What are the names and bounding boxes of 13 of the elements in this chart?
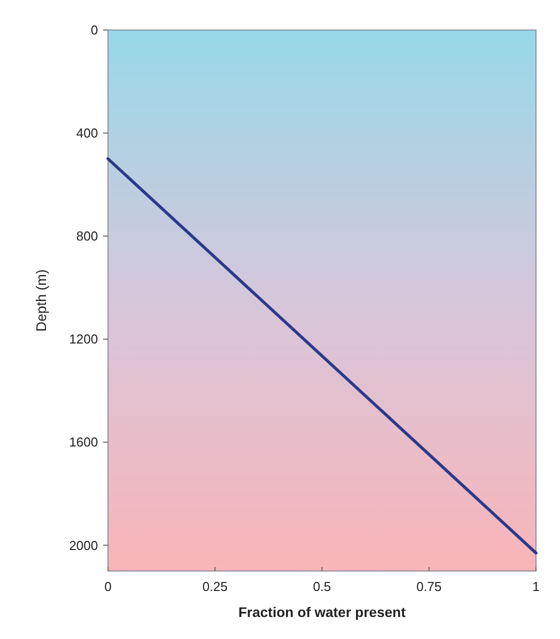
x-tick-label: 0 — [104, 579, 112, 594]
x-tick-label: 1 — [532, 579, 540, 594]
x-tick-label: 0.25 — [202, 579, 228, 594]
y-axis-title: Depth (m) — [33, 269, 49, 332]
x-axis-title: Fraction of water present — [238, 604, 406, 620]
y-tick-label: 1200 — [69, 332, 98, 347]
x-tick-label: 0.75 — [416, 579, 442, 594]
y-tick-label: 2000 — [69, 538, 98, 553]
y-tick-label: 400 — [76, 126, 98, 141]
y-tick-label: 0 — [90, 22, 98, 38]
y-tick-label: 1600 — [69, 434, 98, 450]
x-tick-label: 0.5 — [312, 579, 332, 594]
y-tick-label: 800 — [76, 228, 98, 244]
